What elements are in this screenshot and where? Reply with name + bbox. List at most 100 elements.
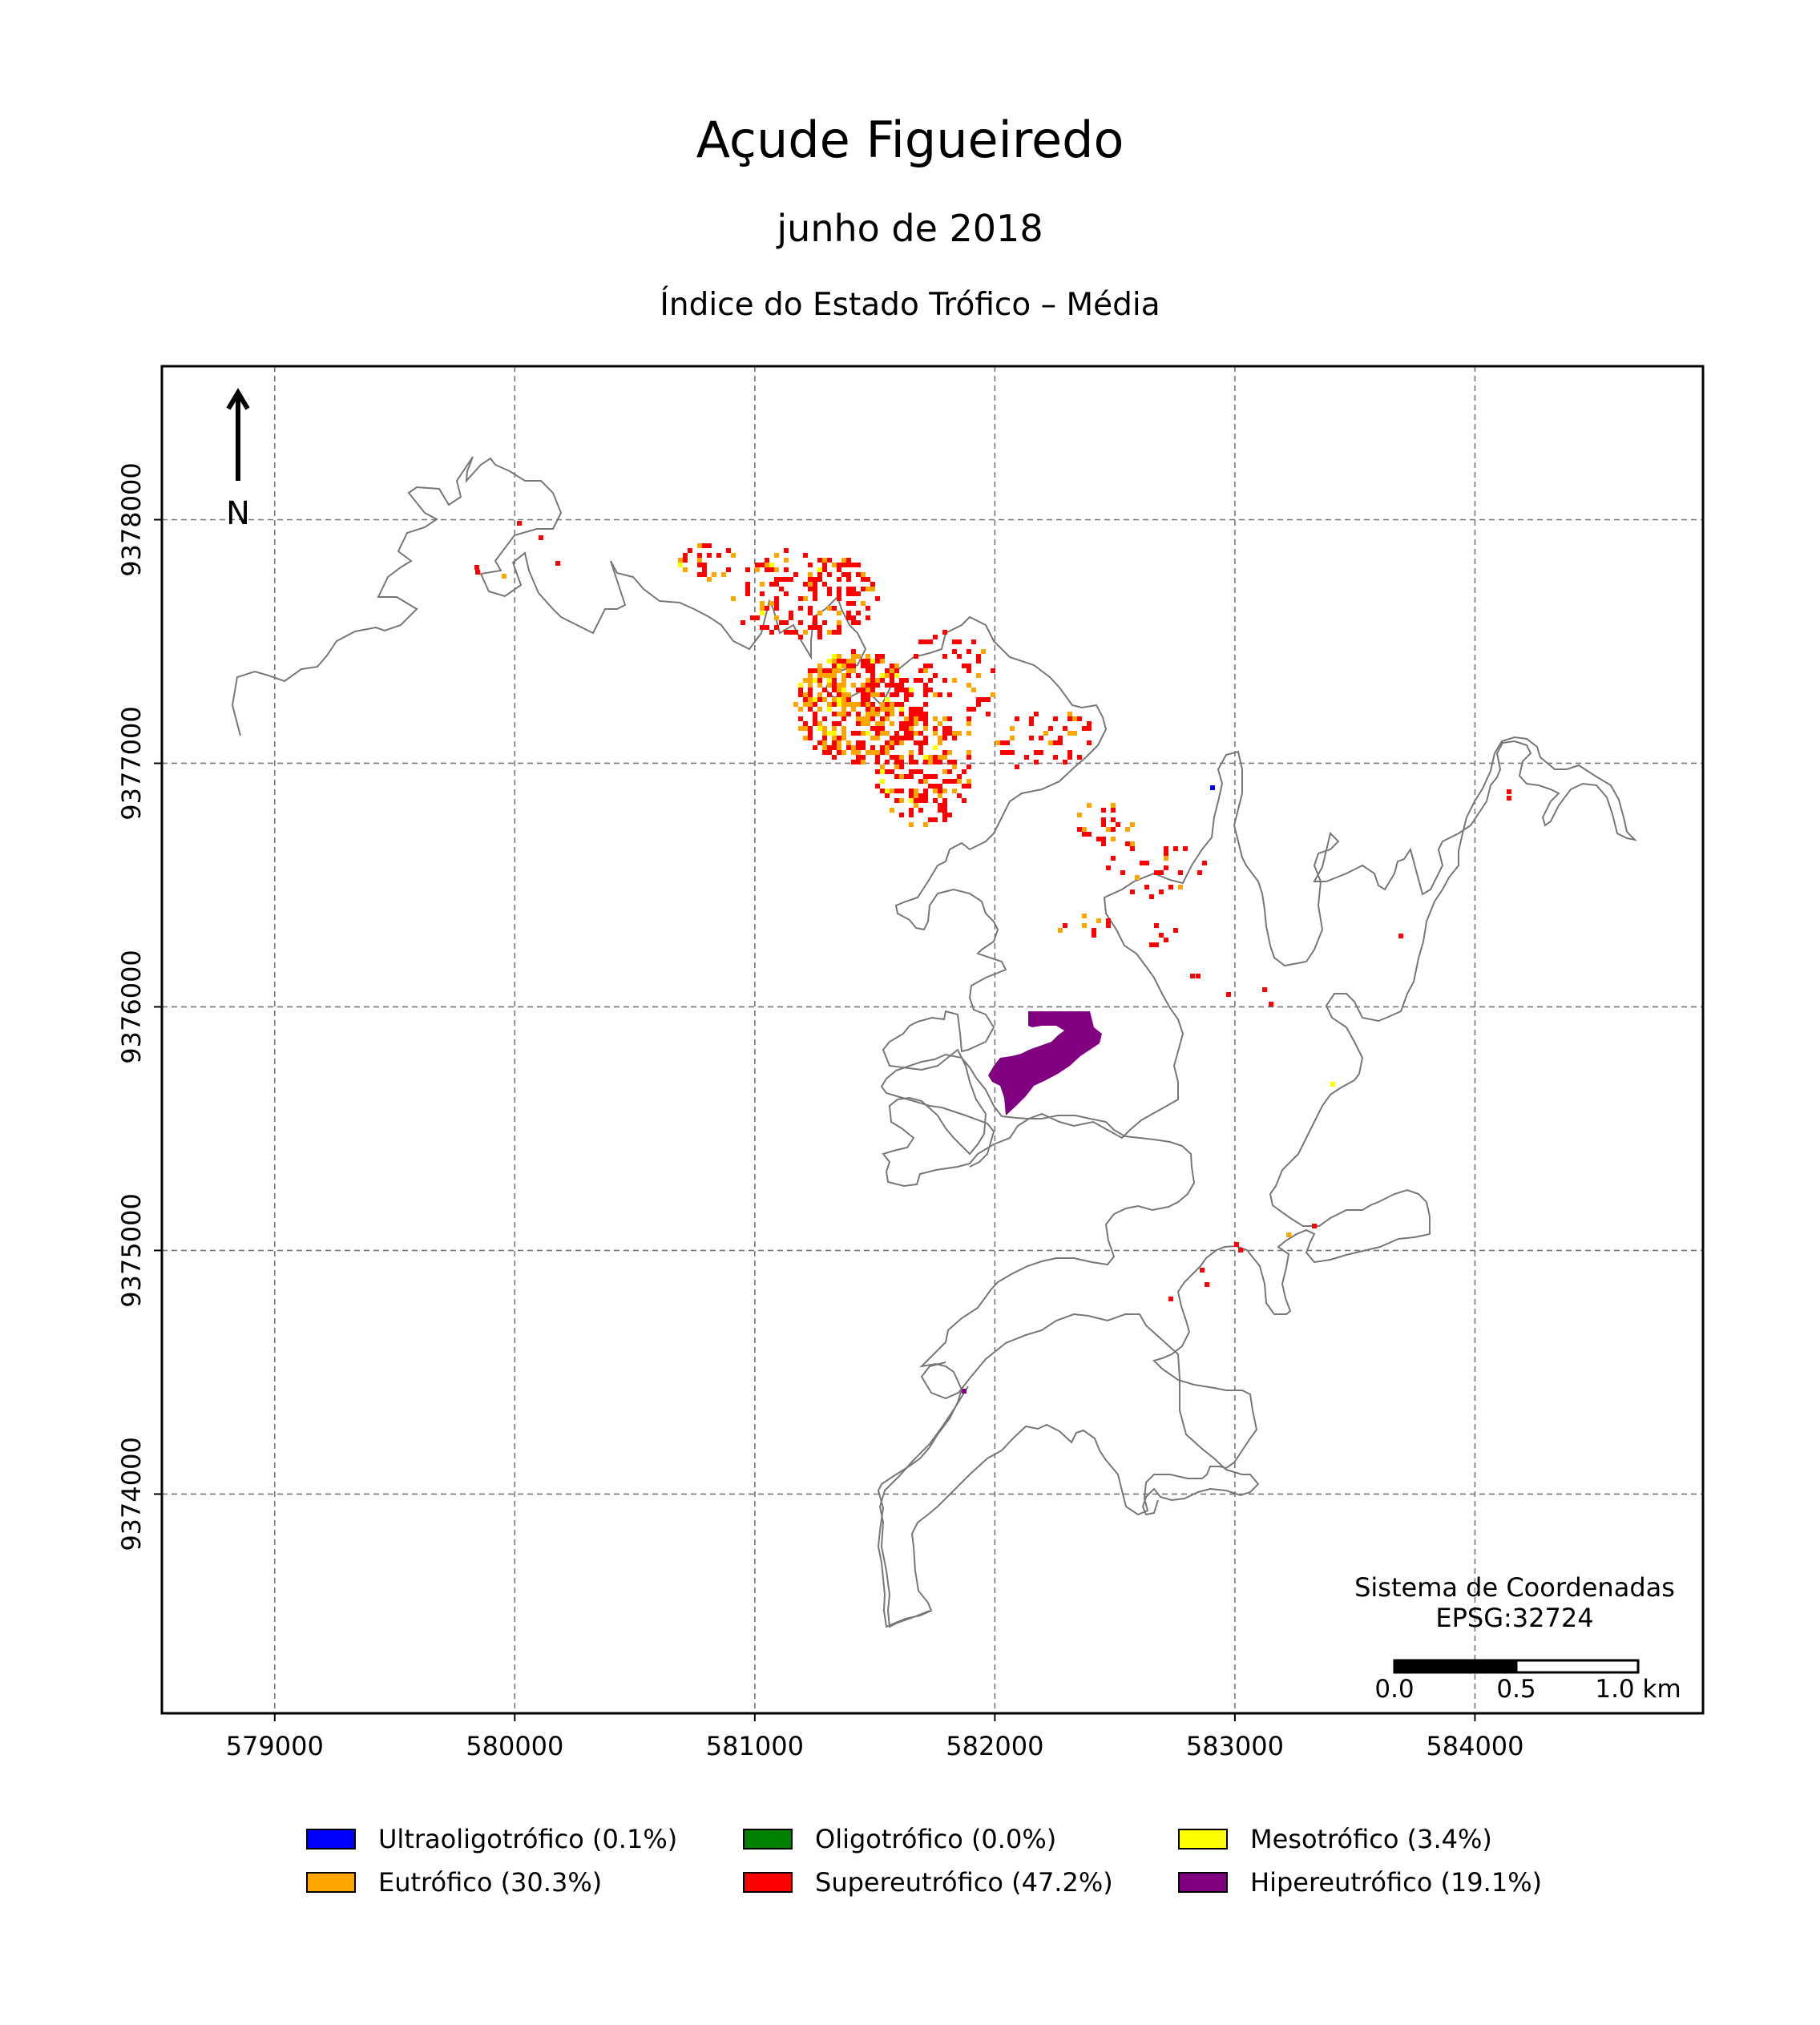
trophic-pixel (817, 683, 822, 688)
trophic-pixel (841, 659, 846, 664)
map-subtitle: junho de 2018 (777, 207, 1043, 250)
trophic-pixel (822, 688, 827, 692)
trophic-pixel (841, 678, 846, 683)
trophic-pixel (837, 688, 841, 692)
trophic-pixel (1067, 716, 1072, 721)
trophic-pixel (894, 668, 899, 673)
trophic-pixel (890, 740, 894, 745)
trophic-pixel (755, 567, 760, 572)
trophic-pixel (1111, 856, 1116, 861)
x-tick-label: 584000 (1426, 1731, 1523, 1761)
trophic-pixel (942, 803, 947, 808)
trophic-pixel (837, 668, 841, 673)
trophic-pixel (851, 659, 856, 664)
trophic-pixel (928, 678, 933, 683)
trophic-pixel (899, 755, 904, 760)
trophic-pixel (1111, 808, 1116, 813)
trophic-pixel (822, 750, 827, 755)
trophic-pixel (1149, 894, 1154, 899)
trophic-pixel (832, 755, 837, 760)
trophic-pixel (774, 596, 779, 601)
trophic-pixel (1286, 1232, 1291, 1237)
trophic-pixel (1111, 803, 1116, 808)
trophic-pixel (909, 750, 914, 755)
trophic-pixel (880, 731, 885, 736)
trophic-pixel (1000, 740, 1005, 745)
trophic-pixel (789, 611, 793, 615)
trophic-pixel (870, 664, 875, 668)
trophic-pixel (1210, 785, 1215, 790)
axis-ticks: 579000 580000 581000 582000 583000 584000 9378… (116, 462, 1524, 1761)
trophic-pixel (1087, 726, 1092, 731)
trophic-pixel (769, 601, 774, 606)
trophic-pixel (817, 635, 822, 639)
trophic-pixel (1106, 827, 1111, 832)
trophic-pixel (918, 745, 923, 750)
trophic-pixel (851, 664, 856, 668)
trophic-pixel (856, 673, 861, 678)
trophic-pixel (933, 817, 938, 822)
trophic-pixel (947, 813, 952, 817)
trophic-pixel (923, 736, 928, 740)
trophic-pixel (991, 668, 995, 673)
trophic-pixel (966, 664, 971, 668)
trophic-pixel (909, 822, 914, 827)
trophic-pixel (933, 789, 938, 793)
trophic-pixel (861, 577, 866, 582)
trophic-pixel (909, 707, 914, 712)
trophic-pixel (962, 769, 966, 774)
trophic-pixel (813, 678, 817, 683)
trophic-pixel (813, 668, 817, 673)
trophic-pixel (822, 726, 827, 731)
trophic-pixel (899, 764, 904, 769)
trophic-pixel (760, 611, 765, 615)
x-tick-label: 580000 (466, 1731, 563, 1761)
trophic-pixel (841, 688, 846, 692)
trophic-pixel (856, 611, 861, 615)
trophic-pixel (1082, 827, 1087, 832)
trophic-pixel (817, 678, 822, 683)
trophic-pixel (880, 654, 885, 659)
trophic-pixel (832, 712, 837, 716)
trophic-pixel (914, 803, 918, 808)
trophic-pixel (832, 740, 837, 745)
trophic-pixel (1196, 974, 1201, 978)
trophic-pixel (928, 664, 933, 668)
trophic-pixel (832, 563, 837, 567)
scale-label-2: 1.0 km (1595, 1675, 1681, 1704)
trophic-pixel (856, 591, 861, 596)
trophic-pixel (798, 620, 803, 625)
trophic-pixel (866, 721, 870, 726)
trophic-pixel (1077, 813, 1082, 817)
trophic-pixel (952, 736, 957, 740)
trophic-pixel (1048, 740, 1053, 745)
trophic-pixel (938, 803, 942, 808)
trophic-pixel (841, 692, 846, 697)
trophic-pixel (866, 688, 870, 692)
trophic-pixel (813, 615, 817, 620)
trophic-pixel (909, 798, 914, 803)
trophic-pixel (885, 745, 890, 750)
trophic-pixel (1130, 841, 1135, 846)
trophic-pixel (1039, 750, 1043, 755)
trophic-pixel (942, 678, 947, 683)
trophic-pixel (866, 654, 870, 659)
trophic-pixel (880, 750, 885, 755)
trophic-pixel (966, 649, 971, 654)
trophic-pixel (688, 548, 692, 553)
trophic-pixel (890, 692, 894, 697)
trophic-pixel (846, 664, 851, 668)
trophic-pixel (875, 678, 880, 683)
trophic-pixel (866, 731, 870, 736)
trophic-pixel (861, 692, 866, 697)
trophic-pixel (885, 707, 890, 712)
trophic-pixel (817, 726, 822, 731)
trophic-pixel (1072, 716, 1077, 721)
trophic-pixel (765, 567, 769, 572)
trophic-pixel (803, 582, 808, 587)
trophic-pixel (697, 558, 702, 563)
trophic-pixel (966, 750, 971, 755)
trophic-pixel (875, 784, 880, 789)
trophic-pixel (894, 673, 899, 678)
trophic-pixel (875, 731, 880, 736)
